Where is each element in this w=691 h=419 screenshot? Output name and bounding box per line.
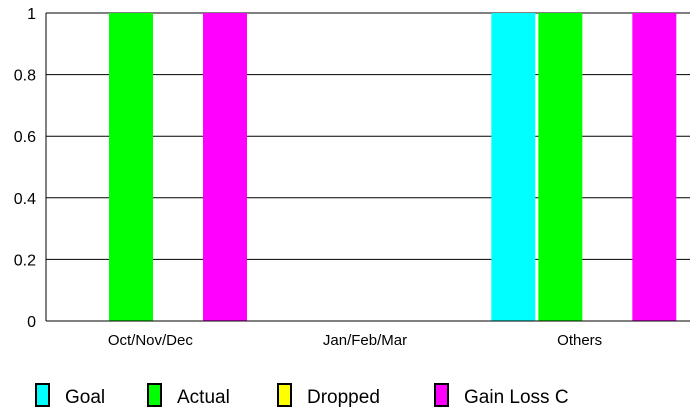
y-tick-label: 0.6 (14, 129, 36, 146)
bar-goal-2 (491, 13, 536, 321)
legend-swatch (35, 383, 50, 407)
axes (45, 13, 690, 322)
legend-swatch (434, 383, 449, 407)
y-axis-tick-labels: 0 0.2 0.4 0.6 0.8 1 (14, 6, 36, 331)
legend-label: Dropped (307, 387, 380, 408)
x-axis-category-labels: Oct/Nov/Dec Jan/Feb/Mar Others (108, 332, 602, 349)
legend-swatch (277, 383, 292, 407)
grid-lines (46, 12, 690, 260)
x-category-label: Jan/Feb/Mar (323, 332, 407, 349)
legend: Goal Actual Dropped Gain Loss C (35, 383, 569, 408)
bars (109, 13, 677, 321)
legend-label: Gain Loss C (464, 387, 569, 408)
legend-swatch (147, 383, 162, 407)
y-tick-label: 0.4 (14, 191, 36, 208)
y-tick-label: 0 (27, 314, 36, 331)
bar-gain-loss-c-0 (203, 13, 247, 321)
x-category-label: Others (557, 332, 602, 349)
y-tick-label: 0.2 (14, 252, 36, 269)
bar-actual-0 (109, 13, 153, 321)
legend-label: Actual (177, 387, 230, 408)
y-tick-label: 0.8 (14, 68, 36, 85)
legend-label: Goal (65, 387, 105, 408)
y-tick-label: 1 (27, 6, 36, 23)
x-category-label: Oct/Nov/Dec (108, 332, 194, 349)
bar-gain-loss-c-2 (632, 13, 677, 321)
bar-actual-2 (538, 13, 583, 321)
